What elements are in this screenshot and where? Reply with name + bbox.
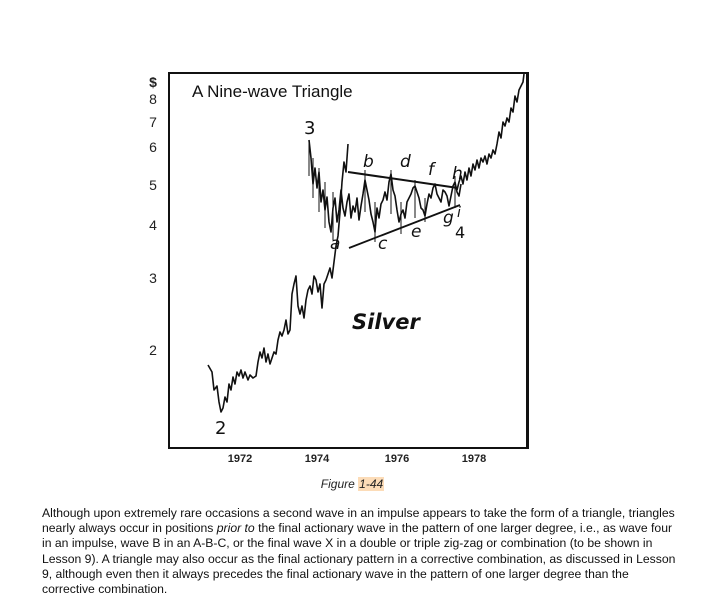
body-text-part1: Although upon extremely rare occasions a… <box>42 506 675 536</box>
x-tick: 1978 <box>461 453 487 465</box>
chart-annotation-silver: Silver <box>352 310 420 334</box>
y-tick: 3 <box>149 270 157 286</box>
wave-label-g: g <box>443 208 454 228</box>
caption-number-highlight: 1-44 <box>358 477 385 491</box>
chart-title: A Nine-wave Triangle <box>192 82 353 101</box>
wave-label-a: a <box>330 234 341 254</box>
y-tick: 7 <box>149 114 157 130</box>
x-tick: 1976 <box>384 453 410 465</box>
y-axis-label: $ <box>149 74 157 90</box>
body-text-part2: the final actionary wave in the pattern … <box>42 521 676 597</box>
y-tick: 6 <box>149 139 157 155</box>
price-plot <box>207 73 525 413</box>
y-tick: 5 <box>149 177 157 193</box>
wave-label-i: i <box>457 205 461 221</box>
wave-label-3: 3 <box>304 118 316 139</box>
y-tick: 2 <box>149 342 157 358</box>
wave-label-d: d <box>400 152 411 172</box>
wave-label-f: f <box>428 160 434 180</box>
chart-frame <box>168 72 529 449</box>
caption-prefix: Figure <box>320 477 359 491</box>
wave-label-b: b <box>363 152 374 172</box>
y-tick: 8 <box>149 91 157 107</box>
x-tick: 1974 <box>304 453 330 465</box>
wave-label-e: e <box>411 222 422 242</box>
x-tick: 1972 <box>227 453 253 465</box>
wave-label-2: 2 <box>215 418 227 439</box>
wave-label-h: h <box>452 164 463 184</box>
upper-trendline <box>347 171 459 189</box>
figure-caption: Figure 1-44 <box>0 477 705 491</box>
lower-trendline <box>348 204 461 249</box>
wave-label-c: c <box>378 234 388 254</box>
body-paragraph: Although upon extremely rare occasions a… <box>42 506 682 597</box>
wave-label-4: 4 <box>455 223 466 242</box>
body-text-italic: prior to <box>216 521 255 536</box>
y-tick: 4 <box>149 217 157 233</box>
